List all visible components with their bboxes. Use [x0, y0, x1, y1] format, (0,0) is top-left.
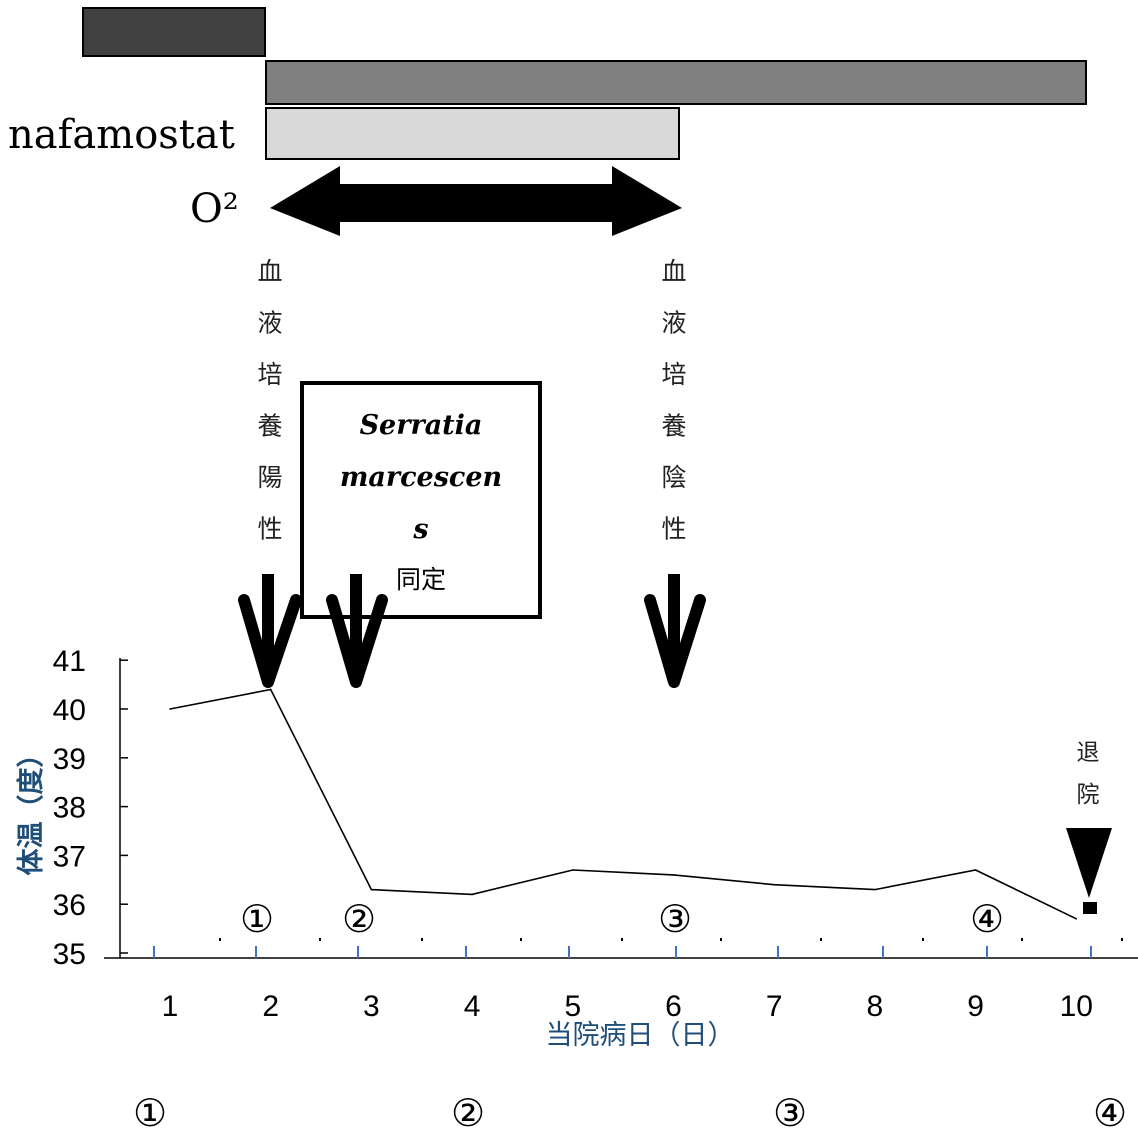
temperature-point: [974, 869, 977, 871]
x-tick-label: 1: [162, 990, 179, 1023]
bottom-marker: ①: [133, 1091, 167, 1135]
axis-marker: ③: [658, 897, 692, 941]
discharge-label: 退院: [1077, 739, 1100, 807]
x-minor-dot: [219, 938, 221, 941]
x-minor-dot: [720, 938, 722, 941]
y-axis-label: 体温（度）: [15, 741, 46, 876]
x-minor-dot: [1021, 938, 1023, 941]
discharge-char: 退: [1077, 739, 1100, 765]
x-tick-label: 4: [464, 990, 481, 1023]
bottom-marker: ④: [1093, 1091, 1127, 1135]
culture-negative-char: 培: [661, 361, 686, 389]
temperature-point: [471, 893, 473, 896]
culture-positive-char: 性: [257, 516, 282, 544]
x-tick-label: 2: [262, 990, 279, 1023]
culture-positive-char: 液: [257, 310, 282, 338]
x-tick-label: 7: [766, 990, 783, 1023]
temperature-point: [572, 869, 574, 871]
culture-positive-char: 血: [257, 258, 282, 286]
culture-negative-char: 血: [661, 258, 686, 286]
down-arrow-negative-culture: [644, 574, 706, 688]
organism-line-1: Serratia: [360, 410, 483, 441]
discharge-point: [1083, 902, 1097, 914]
discharge-triangle: [1066, 828, 1112, 898]
nafamostat-label: nafamostat: [8, 112, 235, 158]
down-arrow-positive-culture: [238, 574, 302, 688]
treatment-bar-2: [265, 60, 1087, 105]
temperature-point: [370, 888, 373, 891]
x-minor-dot: [520, 938, 522, 941]
culture-negative-char: 陰: [661, 464, 686, 492]
x-axis-label: 当院病日（日）: [546, 1020, 735, 1050]
y-tick-label: 36: [53, 889, 86, 922]
x-tick-label: 5: [564, 990, 581, 1023]
oxygen-label: O²: [190, 186, 239, 232]
nafamostat-bar: [265, 107, 680, 160]
organism-line-4: 同定: [396, 566, 446, 594]
treatment-bar-1: [82, 7, 266, 57]
axis-marker: ②: [342, 897, 376, 941]
culture-negative-char: 性: [661, 516, 686, 544]
y-tick-label: 37: [53, 840, 86, 873]
oxygen-double-arrow: [270, 166, 682, 236]
bottom-marker: ③: [773, 1091, 807, 1135]
temperature-line: [169, 688, 1077, 920]
temperature-series: [169, 688, 1078, 920]
y-axis-ticks: 35 36 37 38 39 40 41: [53, 645, 128, 971]
culture-negative-char: 液: [661, 310, 686, 338]
y-tick-label: 35: [53, 938, 86, 971]
temperature-point: [773, 883, 775, 886]
x-tick-label: 6: [665, 990, 682, 1023]
x-minor-dot: [421, 938, 423, 941]
x-minor-dot: [621, 938, 623, 941]
temperature-point: [169, 708, 171, 710]
temperature-point: [874, 888, 876, 891]
organism-line-3: s: [412, 514, 428, 545]
temperature-point: [269, 688, 272, 691]
x-tick-label: 3: [363, 990, 380, 1023]
bottom-circled-markers: ① ② ③ ④: [133, 1091, 1127, 1135]
axis-marker: ④: [970, 897, 1004, 941]
y-tick-label: 39: [53, 743, 86, 776]
culture-negative-char: 養: [661, 413, 686, 441]
temperature-point: [1075, 918, 1078, 920]
axis-marker: ①: [240, 897, 274, 941]
culture-positive-char: 陽: [257, 464, 282, 492]
organism-box: [300, 381, 542, 619]
axis-circled-markers: ① ② ③ ④: [240, 897, 1004, 941]
x-axis-ticks: 1 2 3 4 5 6 7 8 9 10: [153, 946, 1093, 1023]
x-minor-dot: [319, 938, 321, 941]
x-tick-label: 10: [1060, 990, 1093, 1023]
down-arrow-identification: [326, 574, 388, 688]
y-tick-label: 40: [53, 694, 86, 727]
culture-positive-char: 培: [257, 361, 282, 389]
bottom-marker: ②: [451, 1091, 485, 1135]
x-tick-label: 8: [867, 990, 884, 1023]
x-axis-minor-dots: [219, 938, 1123, 941]
x-minor-dot: [820, 938, 822, 941]
discharge-char: 院: [1077, 781, 1100, 807]
x-minor-dot: [922, 938, 924, 941]
temperature-point: [672, 874, 675, 876]
x-minor-dot: [1121, 938, 1123, 941]
y-tick-label: 41: [53, 645, 86, 678]
organism-line-2: marcescen: [340, 462, 502, 493]
culture-positive-char: 養: [257, 413, 282, 441]
y-tick-label: 38: [53, 792, 86, 825]
x-tick-label: 9: [967, 990, 984, 1023]
